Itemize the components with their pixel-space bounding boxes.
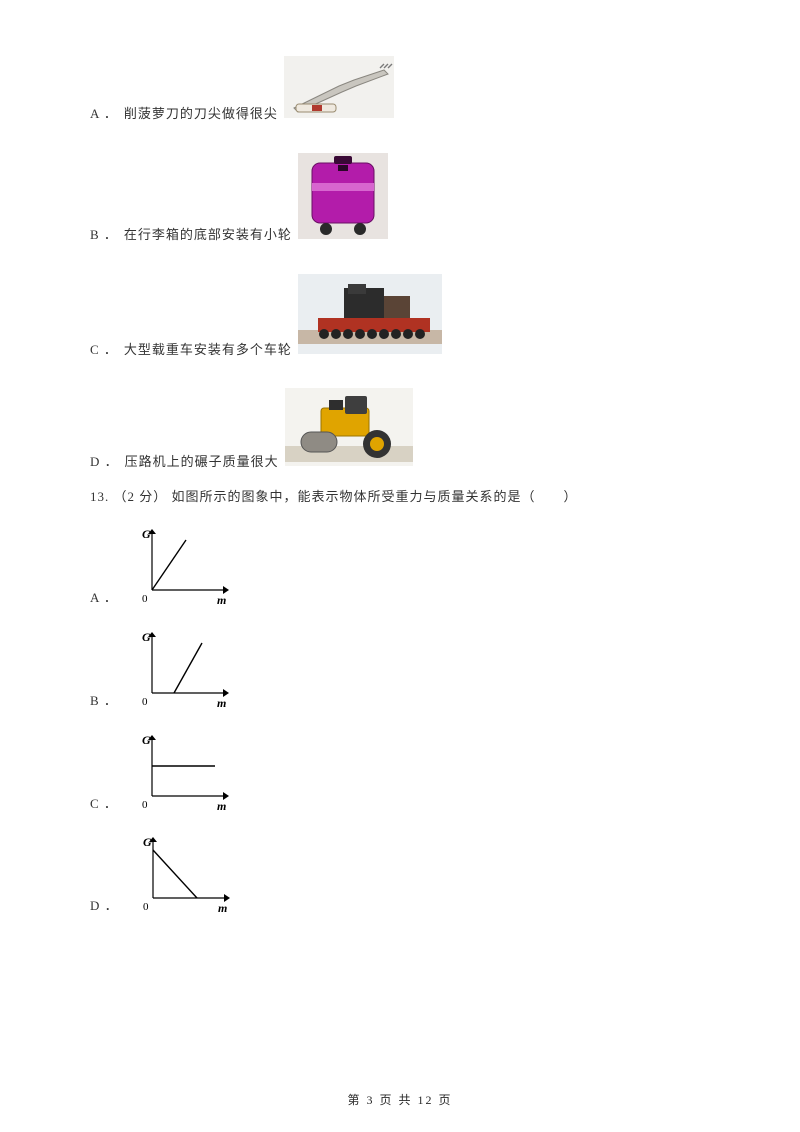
option-text: 在行李箱的底部安装有小轮	[124, 225, 292, 246]
graph-D: G m 0	[135, 836, 230, 921]
option-text: 大型载重车安装有多个车轮	[124, 340, 292, 361]
option-label: A ．	[90, 104, 118, 125]
page: A ． 削菠萝刀的刀尖做得很尖 B ． 在行李箱的底部安装有小轮 C ． 大型载…	[0, 0, 800, 1132]
svg-text:G: G	[142, 734, 151, 747]
q12-option-A: A ． 削菠萝刀的刀尖做得很尖	[90, 56, 710, 125]
q13-number: 13.	[90, 489, 109, 504]
option-text: 削菠萝刀的刀尖做得很尖	[124, 104, 278, 125]
option-label: B ．	[90, 691, 118, 712]
q13-option-C: C ． G m 0	[90, 734, 710, 815]
svg-text:G: G	[142, 528, 151, 541]
option-label: C ．	[90, 340, 118, 361]
q12-option-C: C ． 大型载重车安装有多个车轮	[90, 274, 710, 361]
option-image-truck	[298, 274, 442, 361]
option-label: D ．	[90, 452, 119, 473]
svg-text:0: 0	[142, 799, 148, 811]
q13-option-B: B ． G m 0	[90, 631, 710, 712]
q12-option-D: D ． 压路机上的碾子质量很大	[90, 388, 710, 473]
svg-text:0: 0	[143, 901, 149, 913]
svg-text:0: 0	[142, 593, 148, 605]
svg-text:m: m	[217, 593, 226, 606]
option-text: 压路机上的碾子质量很大	[125, 452, 279, 473]
graph-C: G m 0	[134, 734, 229, 819]
q13-stem: 13. （2 分） 如图所示的图象中，能表示物体所受重力与质量关系的是（ ）	[90, 487, 710, 508]
q13-option-D: D ． G m 0	[90, 836, 710, 917]
q13-text: 如图所示的图象中，能表示物体所受重力与质量关系的是（ ）	[172, 489, 578, 504]
svg-text:0: 0	[142, 696, 148, 708]
graph-A: G m 0	[134, 528, 229, 613]
option-image-suitcase	[298, 153, 388, 246]
option-label: D ．	[90, 896, 119, 917]
svg-text:G: G	[142, 631, 151, 644]
svg-text:m: m	[217, 799, 226, 812]
option-label: A ．	[90, 588, 118, 609]
page-footer: 第 3 页 共 12 页	[0, 1091, 800, 1110]
option-label: B ．	[90, 225, 118, 246]
q12-option-B: B ． 在行李箱的底部安装有小轮	[90, 153, 710, 246]
option-image-knife	[284, 56, 394, 125]
q13-option-A: A ． G m 0	[90, 528, 710, 609]
graph-B: G m 0	[134, 631, 229, 716]
option-image-roller	[285, 388, 413, 473]
svg-text:G: G	[143, 836, 152, 849]
option-label: C ．	[90, 794, 118, 815]
svg-text:m: m	[217, 696, 226, 709]
svg-text:m: m	[218, 901, 227, 914]
q13-points: （2 分）	[114, 489, 168, 504]
